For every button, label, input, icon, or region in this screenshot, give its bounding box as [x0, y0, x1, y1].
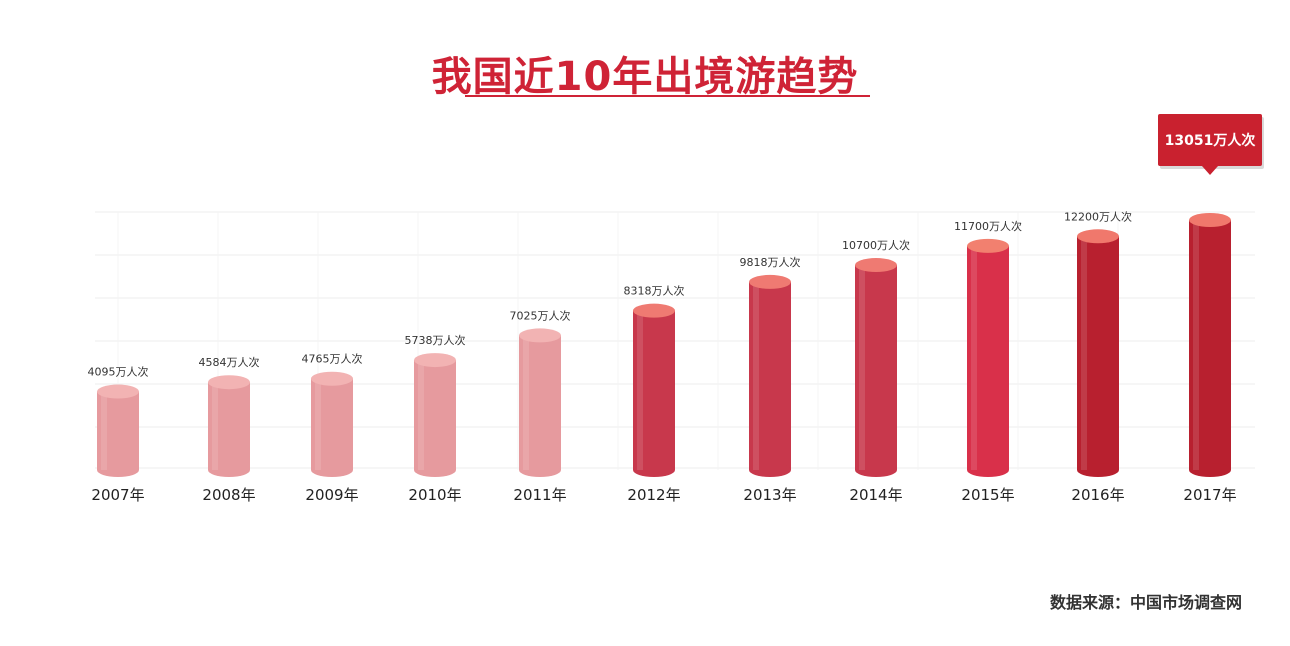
bar-body	[633, 310, 675, 470]
x-tick-label: 2014年	[849, 486, 902, 504]
x-tick-label: 2017年	[1183, 486, 1236, 504]
value-label: 12200万人次	[1064, 209, 1132, 223]
bars-layer	[97, 213, 1231, 477]
bar-base	[97, 463, 139, 477]
bar-body	[1189, 220, 1231, 470]
bar-highlight	[212, 382, 218, 470]
bar-highlight	[418, 360, 424, 470]
bar-top	[519, 328, 561, 343]
callout-value-label: 13051万人次	[1165, 132, 1256, 149]
bar-2016年	[1077, 229, 1119, 477]
bar-top	[967, 238, 1009, 253]
value-label: 4765万人次	[302, 352, 363, 366]
x-tick-label: 2013年	[743, 486, 796, 504]
value-label: 8318万人次	[624, 284, 685, 298]
bar-2011年	[519, 328, 561, 477]
bar-2015年	[967, 238, 1009, 477]
source-note: 数据来源：中国市场调查网	[1049, 593, 1242, 612]
bar-2014年	[855, 258, 897, 477]
bar-2009年	[311, 371, 353, 477]
x-tick-label: 2016年	[1071, 486, 1124, 504]
bar-highlight	[1193, 220, 1199, 470]
value-label: 4095万人次	[88, 365, 149, 379]
bar-body	[749, 281, 791, 470]
bar-highlight	[1081, 236, 1087, 470]
highlight-callout-layer: 13051万人次	[1158, 114, 1264, 175]
bar-top	[208, 375, 250, 390]
bar-base	[208, 463, 250, 477]
x-axis-ticks-layer: 2007年 2008年 2009年 2010年 2011年 2012年 2013年 2014年…	[91, 486, 1236, 504]
bar-highlight	[637, 310, 643, 470]
bar-2008年	[208, 375, 250, 477]
callout-pointer	[1202, 166, 1218, 175]
bar-2012年	[633, 303, 675, 477]
bar-highlight	[971, 245, 977, 470]
value-label: 7025万人次	[510, 308, 571, 322]
x-tick-label: 2012年	[627, 486, 680, 504]
bar-highlight	[859, 265, 865, 470]
value-label: 4584万人次	[199, 355, 260, 369]
highlight-callout: 13051万人次	[1158, 114, 1264, 175]
value-labels-layer: 4095万人次 4584万人次 4765万人次 5738万人次 7025万人次 8318万…	[88, 209, 1133, 378]
bar-base	[1077, 463, 1119, 477]
bar-body	[519, 335, 561, 470]
value-label: 10700万人次	[842, 238, 910, 252]
bar-base	[1189, 463, 1231, 477]
bar-highlight	[523, 335, 529, 470]
x-tick-label: 2007年	[91, 486, 144, 504]
bar-base	[633, 463, 675, 477]
bar-top	[1189, 213, 1231, 227]
callout-box	[1158, 114, 1262, 166]
x-tick-label: 2010年	[408, 486, 461, 504]
bar-body	[97, 391, 139, 470]
bar-top	[311, 371, 353, 386]
bar-body	[855, 265, 897, 470]
x-tick-label: 2015年	[961, 486, 1014, 504]
bar-2017年	[1189, 213, 1231, 477]
x-tick-label: 2008年	[202, 486, 255, 504]
bar-base	[519, 463, 561, 477]
bar-base	[749, 463, 791, 477]
bar-highlight	[315, 378, 321, 470]
bar-body	[414, 360, 456, 470]
bar-2010年	[414, 353, 456, 477]
bar-top	[414, 353, 456, 368]
bar-top	[97, 384, 139, 399]
bar-2007年	[97, 384, 139, 477]
title-underline	[465, 95, 870, 97]
bar-body	[208, 382, 250, 470]
value-label: 5738万人次	[405, 333, 466, 347]
bar-base	[311, 463, 353, 477]
x-tick-label: 2011年	[513, 486, 566, 504]
bar-top	[1077, 229, 1119, 244]
bar-body	[967, 245, 1009, 470]
value-label: 11700万人次	[954, 219, 1022, 233]
bar-body	[311, 378, 353, 470]
bar-base	[967, 463, 1009, 477]
x-tick-label: 2009年	[305, 486, 358, 504]
bar-base	[414, 463, 456, 477]
bar-base	[855, 463, 897, 477]
bar-top	[749, 274, 791, 289]
bar-top	[633, 303, 675, 318]
bar-top	[855, 258, 897, 273]
bar-highlight	[101, 391, 107, 470]
bar-2013年	[749, 274, 791, 477]
chart-title: 我国近10年出境游趋势	[431, 54, 859, 100]
bar-highlight	[753, 281, 759, 470]
bar-body	[1077, 236, 1119, 470]
value-label: 9818万人次	[740, 255, 801, 269]
